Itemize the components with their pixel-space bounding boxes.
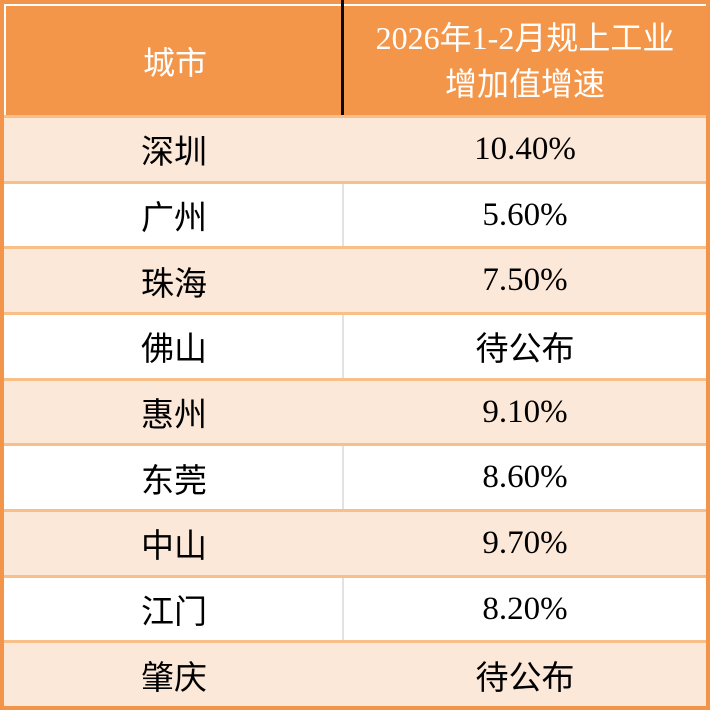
value-cell: 8.20% <box>482 590 568 627</box>
city-cell: 东莞 <box>141 463 207 500</box>
table-row: 惠州 9.10% <box>4 377 706 444</box>
city-cell: 深圳 <box>141 135 207 172</box>
value-cell: 7.50% <box>482 262 568 299</box>
city-cell: 中山 <box>141 529 207 566</box>
city-cell: 江门 <box>141 595 207 632</box>
value-cell: 待公布 <box>475 660 575 697</box>
city-cell: 佛山 <box>141 332 207 369</box>
table-row: 江门 8.20% <box>4 574 706 641</box>
value-cell: 9.70% <box>482 524 568 561</box>
value-cell: 8.60% <box>482 459 568 496</box>
value-cell: 5.60% <box>482 196 568 233</box>
table-row: 肇庆 待公布 <box>4 640 706 707</box>
header-city-label: 城市 <box>142 44 207 81</box>
city-cell: 惠州 <box>141 398 207 435</box>
header-cell-city: 城市 <box>4 6 344 115</box>
header-column-divider <box>341 0 344 115</box>
table-header-row: 城市 2026年1-2月规上工业 增加值增速 <box>4 4 706 115</box>
value-cell: 10.40% <box>474 130 576 167</box>
table-row: 广州 5.60% <box>4 180 706 247</box>
table-row: 东莞 8.60% <box>4 443 706 510</box>
value-cell: 待公布 <box>475 332 575 369</box>
table-row: 珠海 7.50% <box>4 246 706 313</box>
header-cell-metric: 2026年1-2月规上工业 增加值增速 <box>344 6 706 115</box>
city-cell: 珠海 <box>141 266 207 303</box>
table-row: 深圳 10.40% <box>4 115 706 181</box>
table-row: 佛山 待公布 <box>4 312 706 378</box>
header-metric-line2: 增加值增速 <box>444 65 605 102</box>
table-body: 深圳 10.40% 广州 5.60% 珠海 7.50% 佛山 待公布 惠州 9.… <box>4 115 706 707</box>
value-cell: 9.10% <box>482 393 568 430</box>
city-cell: 广州 <box>141 201 207 237</box>
table-row: 中山 9.70% <box>4 509 706 575</box>
city-cell: 肇庆 <box>141 660 207 697</box>
header-metric-line1: 2026年1-2月规上工业 <box>375 19 675 56</box>
